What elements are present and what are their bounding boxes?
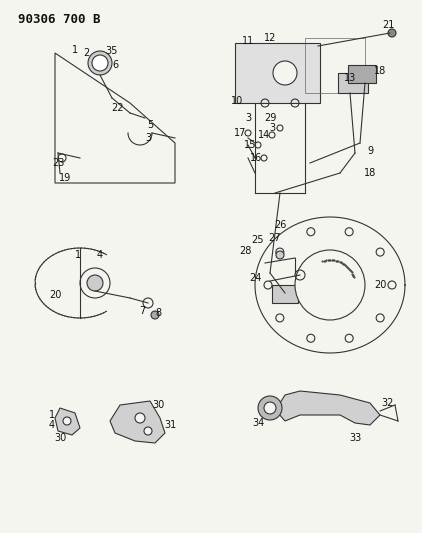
Text: 9: 9 <box>367 146 373 156</box>
Text: 16: 16 <box>250 153 262 163</box>
Text: 3: 3 <box>245 113 251 123</box>
Text: 31: 31 <box>164 420 176 430</box>
Circle shape <box>87 275 103 291</box>
Circle shape <box>276 251 284 259</box>
Circle shape <box>388 29 396 37</box>
Text: 19: 19 <box>59 173 71 183</box>
Text: 11: 11 <box>242 36 254 46</box>
Circle shape <box>63 417 71 425</box>
Text: 14: 14 <box>258 130 270 140</box>
Circle shape <box>264 402 276 414</box>
Circle shape <box>135 413 145 423</box>
Text: 23: 23 <box>52 158 64 168</box>
Text: 18: 18 <box>374 66 386 76</box>
Text: 15: 15 <box>244 140 256 150</box>
Text: 8: 8 <box>155 308 161 318</box>
Circle shape <box>295 250 365 320</box>
Text: 18: 18 <box>364 168 376 178</box>
Polygon shape <box>110 401 165 443</box>
Text: 10: 10 <box>231 96 243 106</box>
Text: 21: 21 <box>382 20 394 30</box>
Text: 26: 26 <box>274 220 286 230</box>
Text: 29: 29 <box>264 113 276 123</box>
Text: 4: 4 <box>49 420 55 430</box>
Text: 7: 7 <box>139 306 145 316</box>
Bar <box>348 65 376 83</box>
Circle shape <box>92 55 108 71</box>
Text: 17: 17 <box>234 128 246 138</box>
Circle shape <box>258 396 282 420</box>
Text: 34: 34 <box>252 418 264 428</box>
Polygon shape <box>278 391 380 425</box>
Text: 30: 30 <box>152 400 164 410</box>
Bar <box>305 38 365 93</box>
Text: 20: 20 <box>49 290 61 300</box>
Bar <box>235 43 320 103</box>
Text: 24: 24 <box>249 273 261 283</box>
Polygon shape <box>55 408 80 435</box>
Text: 5: 5 <box>147 120 153 130</box>
Text: 32: 32 <box>382 398 394 408</box>
Text: 1: 1 <box>75 250 81 260</box>
Text: 2: 2 <box>83 48 89 58</box>
Circle shape <box>88 51 112 75</box>
Text: 3: 3 <box>269 123 275 133</box>
Text: 12: 12 <box>264 33 276 43</box>
Bar <box>272 285 298 303</box>
Text: 90306 700 B: 90306 700 B <box>18 13 100 26</box>
Bar <box>338 73 368 93</box>
Text: 4: 4 <box>97 250 103 260</box>
Text: 1: 1 <box>72 45 78 55</box>
Text: 30: 30 <box>54 433 66 443</box>
Text: 33: 33 <box>349 433 361 443</box>
Circle shape <box>273 61 297 85</box>
Text: 28: 28 <box>239 246 251 256</box>
Text: 20: 20 <box>374 280 386 290</box>
Text: 22: 22 <box>112 103 124 113</box>
Text: 3: 3 <box>145 133 151 143</box>
Text: 27: 27 <box>269 233 281 243</box>
Text: 6: 6 <box>112 60 118 70</box>
Text: 25: 25 <box>252 235 264 245</box>
Circle shape <box>151 311 159 319</box>
Text: 13: 13 <box>344 73 356 83</box>
Text: 35: 35 <box>106 46 118 56</box>
Text: 1: 1 <box>49 410 55 420</box>
Circle shape <box>144 427 152 435</box>
